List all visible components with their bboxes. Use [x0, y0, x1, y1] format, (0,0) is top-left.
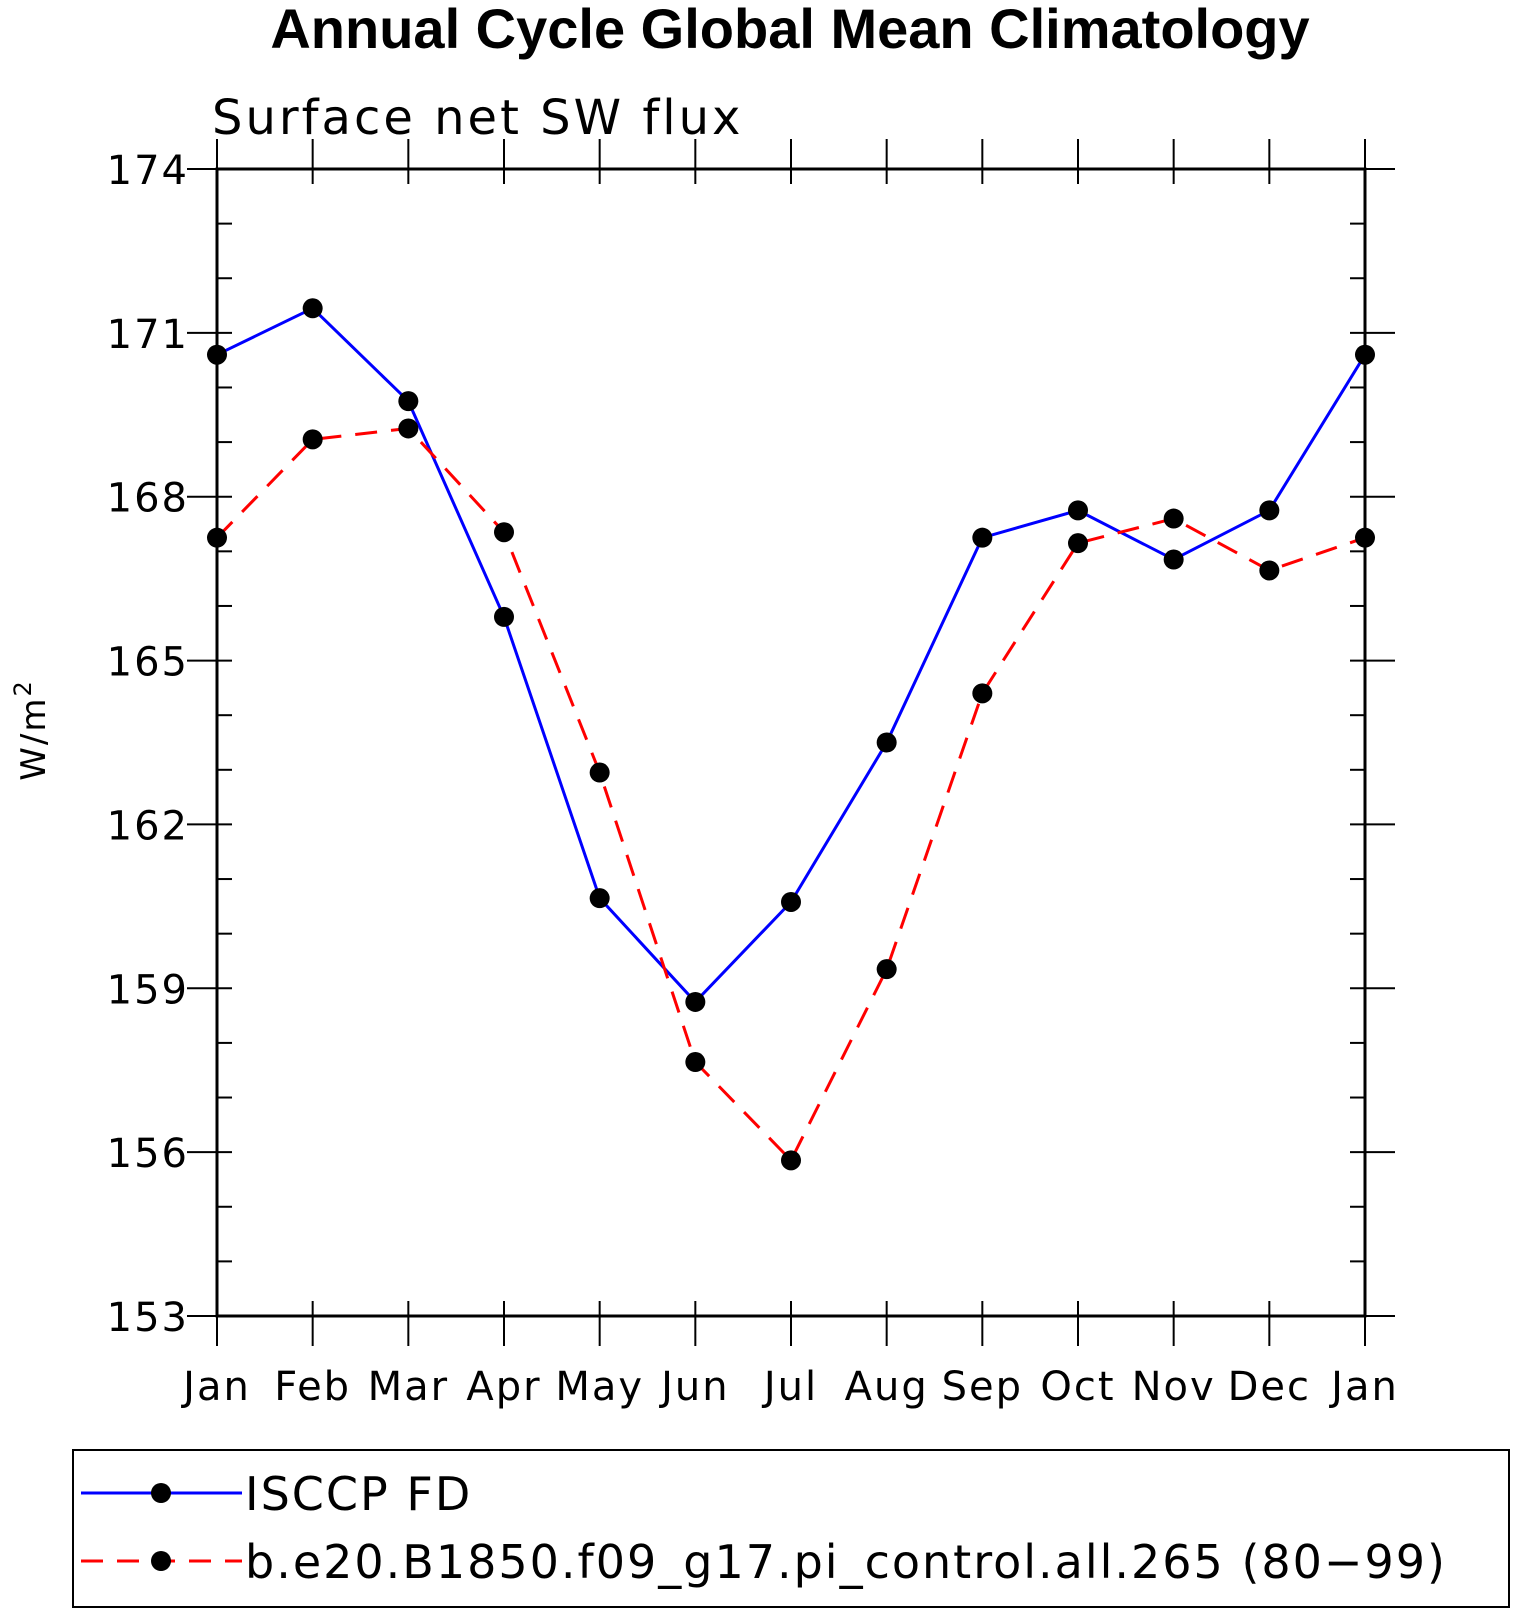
series-1-point: [398, 418, 419, 439]
x-tick-label: Dec: [1228, 1364, 1311, 1410]
legend-marker-isccp: [151, 1483, 171, 1503]
axis-ticks: [187, 139, 1395, 1346]
y-axis-label: W/m2: [9, 679, 54, 780]
series-1-point: [972, 683, 993, 704]
y-tick-label: 159: [107, 967, 189, 1013]
x-tick-label: Sep: [942, 1364, 1023, 1410]
series-1-point: [1259, 560, 1280, 581]
y-tick-label: 153: [107, 1295, 189, 1341]
x-tick-label: Nov: [1132, 1364, 1216, 1410]
y-tick-label: 174: [107, 148, 189, 194]
y-tick-label: 168: [107, 476, 189, 522]
series-0-point: [1259, 500, 1280, 521]
series-0-point: [781, 891, 801, 912]
series-1-point: [1068, 533, 1088, 554]
y-axis-label-superscript: 2: [9, 679, 37, 696]
series-0-point: [589, 888, 610, 909]
series-0-point: [398, 391, 419, 412]
legend: ISCCP FD b.e20.B1850.f09_g17.pi_control.…: [72, 1449, 1510, 1608]
series-1-point: [876, 959, 897, 980]
y-axis-label-base: W/m: [14, 697, 54, 781]
legend-box: [72, 1449, 1510, 1608]
x-tick-label: Oct: [1040, 1364, 1115, 1410]
series-lines: [215, 306, 1367, 1163]
axis-tick-labels: 153 156 159 162 165 168 171 174 Jan Feb Mar Apr May J…: [107, 148, 1399, 1410]
x-tick-label: Jun: [658, 1364, 730, 1410]
x-tick-label: Feb: [274, 1364, 351, 1410]
series-markers: [207, 298, 1375, 1171]
series-0-point: [685, 991, 706, 1012]
plot-frame: [215, 167, 1367, 1318]
series-0-point: [1068, 500, 1088, 521]
x-tick-label: Jul: [761, 1364, 818, 1410]
y-tick-label: 171: [107, 312, 189, 358]
y-tick-label: 162: [107, 803, 189, 849]
series-1-point: [1163, 508, 1184, 529]
series-0-point: [302, 298, 323, 319]
legend-marker-model: [151, 1551, 171, 1571]
x-tick-label: Jan: [1328, 1364, 1399, 1410]
series-0-point: [1163, 549, 1184, 570]
legend-label-model: b.e20.B1850.f09_g17.pi_control.all.265 (…: [245, 1535, 1447, 1589]
legend-label-isccp: ISCCP FD: [245, 1467, 472, 1521]
chart-subtitle: Surface net SW flux: [212, 90, 743, 146]
series-0-point: [876, 732, 897, 753]
series-1-point: [781, 1150, 801, 1171]
series-0-point: [494, 606, 514, 627]
series-1-point: [494, 522, 514, 543]
series-1-point: [685, 1052, 706, 1073]
x-tick-label: Mar: [368, 1364, 449, 1410]
series-1-point: [302, 429, 323, 450]
series-0-point: [972, 527, 993, 548]
chart-title: Annual Cycle Global Mean Climatology: [270, 0, 1309, 60]
series-line-1: [215, 426, 1366, 1163]
x-tick-label: Jan: [180, 1364, 251, 1410]
x-tick-label: Apr: [466, 1364, 541, 1410]
x-tick-label: Aug: [845, 1364, 929, 1410]
y-tick-label: 165: [107, 640, 189, 686]
series-1-point: [589, 762, 610, 783]
x-tick-label: May: [555, 1364, 644, 1410]
y-tick-label: 156: [107, 1131, 189, 1177]
